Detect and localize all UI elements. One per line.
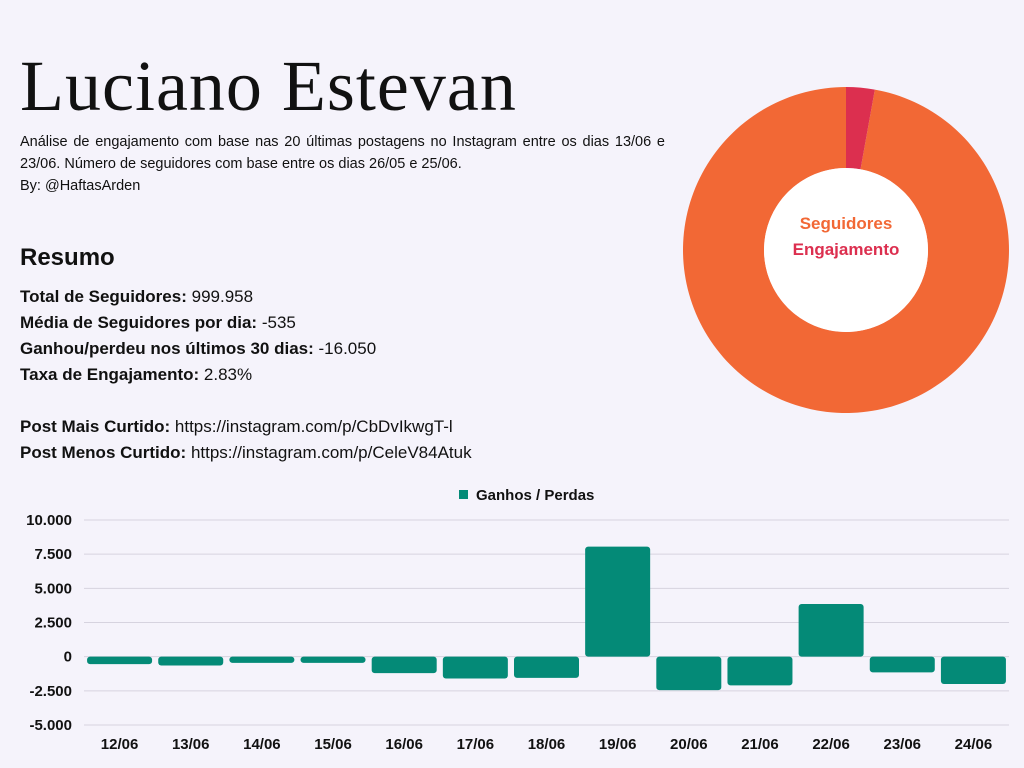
engagement-rate-label: Taxa de Engajamento: bbox=[20, 365, 200, 384]
donut-chart: Seguidores Engajamento bbox=[683, 87, 1009, 414]
gain-loss-30-label: Ganhou/perdeu nos últimos 30 dias: bbox=[20, 339, 314, 358]
bar bbox=[229, 656, 295, 663]
donut-legend-label: Engajamento bbox=[793, 240, 900, 259]
x-tick-label: 24/06 bbox=[955, 736, 993, 753]
y-tick-label: 10.000 bbox=[26, 512, 72, 529]
bar bbox=[940, 656, 1006, 684]
x-tick-label: 20/06 bbox=[670, 736, 708, 753]
bar bbox=[585, 546, 651, 657]
bar bbox=[87, 656, 153, 665]
x-tick-label: 14/06 bbox=[243, 736, 281, 753]
most-liked-row: Post Mais Curtido: https://instagram.com… bbox=[20, 414, 472, 440]
least-liked-label: Post Menos Curtido: bbox=[20, 443, 187, 462]
donut-legend-label: Seguidores bbox=[800, 214, 893, 233]
summary-heading: Resumo bbox=[20, 244, 115, 271]
bar bbox=[869, 656, 935, 673]
x-tick-label: 17/06 bbox=[457, 736, 495, 753]
bar bbox=[798, 604, 864, 657]
legend-label: Ganhos / Perdas bbox=[476, 487, 594, 504]
least-liked-row: Post Menos Curtido: https://instagram.co… bbox=[20, 440, 472, 466]
least-liked-link[interactable]: https://instagram.com/p/CeleV84Atuk bbox=[190, 443, 472, 462]
most-liked-link[interactable]: https://instagram.com/p/CbDvIkwgT-l bbox=[174, 417, 453, 436]
summary-stats: Total de Seguidores: 999.958 Média de Se… bbox=[20, 284, 472, 466]
author-byline: By: @HaftasArden bbox=[20, 178, 141, 194]
spacer bbox=[20, 388, 472, 414]
bar bbox=[442, 656, 508, 679]
y-tick-label: -5.000 bbox=[29, 717, 72, 734]
bar bbox=[371, 656, 437, 674]
x-tick-label: 16/06 bbox=[385, 736, 423, 753]
most-liked-label: Post Mais Curtido: bbox=[20, 417, 171, 436]
bar bbox=[656, 656, 722, 691]
bar bbox=[514, 656, 579, 678]
x-tick-label: 22/06 bbox=[812, 736, 850, 753]
y-tick-label: 2.500 bbox=[34, 615, 72, 632]
x-tick-label: 21/06 bbox=[741, 736, 779, 753]
avg-per-day-value: -535 bbox=[261, 313, 296, 332]
bar bbox=[727, 656, 793, 686]
gain-loss-30-value: -16.050 bbox=[318, 339, 377, 358]
gain-loss-30-row: Ganhou/perdeu nos últimos 30 dias: -16.0… bbox=[20, 336, 472, 362]
total-followers-value: 999.958 bbox=[191, 287, 254, 306]
y-tick-label: 5.000 bbox=[34, 580, 72, 597]
donut-slice bbox=[683, 87, 1009, 414]
y-tick-label: 7.500 bbox=[34, 546, 72, 563]
avg-per-day-label: Média de Seguidores por dia: bbox=[20, 313, 258, 332]
donut-hole bbox=[764, 168, 928, 332]
avg-per-day-row: Média de Seguidores por dia: -535 bbox=[20, 310, 472, 336]
total-followers-row: Total de Seguidores: 999.958 bbox=[20, 284, 472, 310]
x-tick-label: 12/06 bbox=[101, 736, 139, 753]
bar bbox=[158, 656, 224, 666]
x-tick-label: 18/06 bbox=[528, 736, 566, 753]
x-tick-label: 13/06 bbox=[172, 736, 210, 753]
bar bbox=[300, 656, 366, 663]
donut-slice bbox=[846, 87, 875, 170]
page-title: Luciano Estevan bbox=[20, 46, 517, 126]
y-tick-label: 0 bbox=[64, 649, 72, 666]
x-tick-label: 15/06 bbox=[314, 736, 352, 753]
total-followers-label: Total de Seguidores: bbox=[20, 287, 187, 306]
engagement-rate-value: 2.83% bbox=[203, 365, 253, 384]
legend-swatch bbox=[459, 490, 468, 499]
x-tick-label: 19/06 bbox=[599, 736, 637, 753]
description-text: Análise de engajamento com base nas 20 ú… bbox=[20, 134, 665, 172]
engagement-rate-row: Taxa de Engajamento: 2.83% bbox=[20, 362, 472, 388]
bar-chart: Ganhos / Perdas 10.000 7.500 5.000 2.500 0 -2.… bbox=[26, 487, 1009, 753]
x-tick-label: 23/06 bbox=[883, 736, 921, 753]
y-tick-label: -2.500 bbox=[29, 683, 72, 700]
